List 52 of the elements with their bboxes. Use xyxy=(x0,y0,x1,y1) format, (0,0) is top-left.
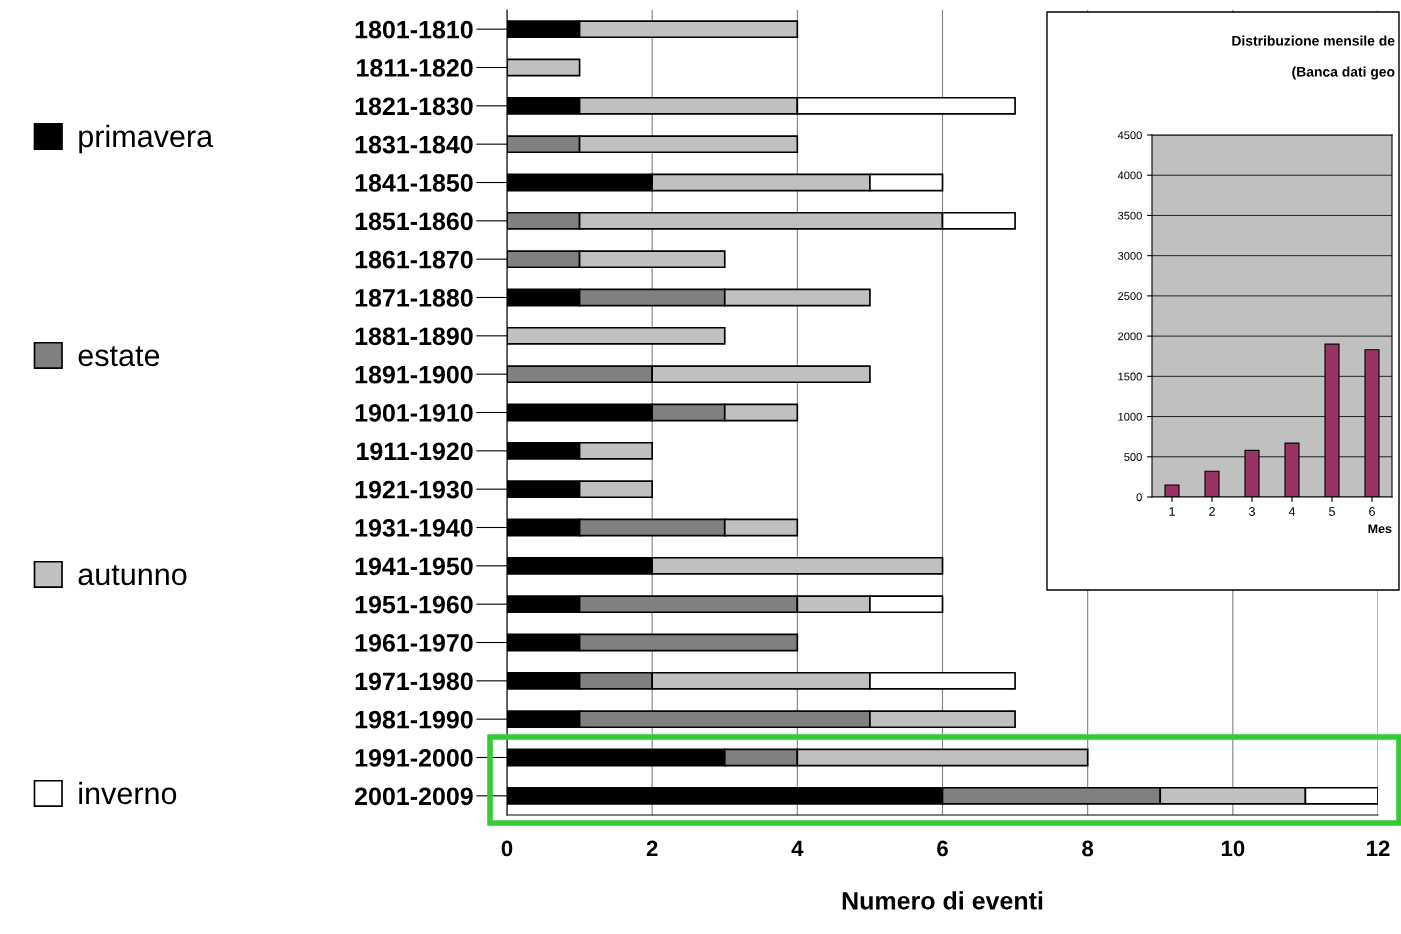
y-tick-label: 1000 xyxy=(1118,412,1142,421)
y-tick-label: 3000 xyxy=(1117,251,1142,260)
y-tick-label: 2500 xyxy=(1118,292,1142,301)
y-tick-label: 1941-1950 xyxy=(355,557,473,576)
y-tick-label: 1841-1850 xyxy=(355,174,473,192)
y-tick-label: 2001-2009 xyxy=(354,787,473,806)
y-tick-label: 1861-1870 xyxy=(355,250,473,269)
y-tick-label: 1811-1820 xyxy=(357,59,473,77)
y-tick-label: 1991-2000 xyxy=(355,749,473,767)
y-tick-label: 1921-1930 xyxy=(355,480,473,499)
y-tick-label: 0 xyxy=(1136,493,1142,502)
x-tick-label: 2 xyxy=(1209,507,1215,516)
x-tick-label: 8 xyxy=(1082,840,1094,857)
y-tick-label: 2000 xyxy=(1118,332,1142,341)
y-tick-label: 1851-1860 xyxy=(355,212,473,231)
x-tick-label: 4 xyxy=(791,840,804,857)
x-tick-label: 1 xyxy=(1169,507,1175,516)
x-tick-label: 3 xyxy=(1249,507,1255,516)
y-tick-label: 1891-1900 xyxy=(355,365,473,384)
legend-label: autunno xyxy=(78,565,187,586)
x-tick-label: 5 xyxy=(1329,507,1335,516)
y-tick-label: 1951-1960 xyxy=(355,595,473,614)
y-tick-label: 4000 xyxy=(1117,171,1142,180)
legend-label: primavera xyxy=(79,124,214,154)
y-tick-label: 1881-1890 xyxy=(355,327,473,346)
x-tick-label: 12 xyxy=(1367,840,1390,857)
y-tick-label: 1831-1840 xyxy=(355,135,473,154)
x-axis-title: Mes xyxy=(1368,524,1392,534)
x-tick-label: 10 xyxy=(1221,840,1245,857)
y-tick-label: 1931-1940 xyxy=(355,519,473,537)
y-tick-label: 4500 xyxy=(1117,131,1142,140)
y-tick-label: 1961-1970 xyxy=(355,634,473,652)
y-tick-label: 1801-1810 xyxy=(355,20,473,39)
chart-subtitle: (Banca dati geo xyxy=(1292,66,1395,80)
y-tick-label: 1981-1990 xyxy=(355,710,473,729)
legend-label: estate xyxy=(78,346,160,367)
legend-label: inverno xyxy=(79,781,177,805)
y-tick-label: 1821-1830 xyxy=(355,97,473,116)
x-tick-label: 6 xyxy=(937,840,948,857)
y-tick-label: 1871-1880 xyxy=(355,289,473,307)
y-tick-label: 1901-1910 xyxy=(355,404,473,422)
x-axis-title: Numero di eventi xyxy=(842,891,1043,910)
x-tick-label: 6 xyxy=(1369,507,1375,516)
y-tick-label: 3500 xyxy=(1117,211,1142,220)
y-tick-label: 1500 xyxy=(1118,372,1142,381)
y-tick-label: 1911-1920 xyxy=(357,442,473,461)
x-tick-label: 2 xyxy=(646,840,658,857)
x-tick-label: 4 xyxy=(1288,507,1296,516)
x-tick-label: 0 xyxy=(501,840,513,857)
y-tick-label: 500 xyxy=(1124,453,1142,461)
chart-title: Distribuzione mensile de xyxy=(1232,35,1395,46)
y-tick-label: 1971-1980 xyxy=(355,672,473,691)
